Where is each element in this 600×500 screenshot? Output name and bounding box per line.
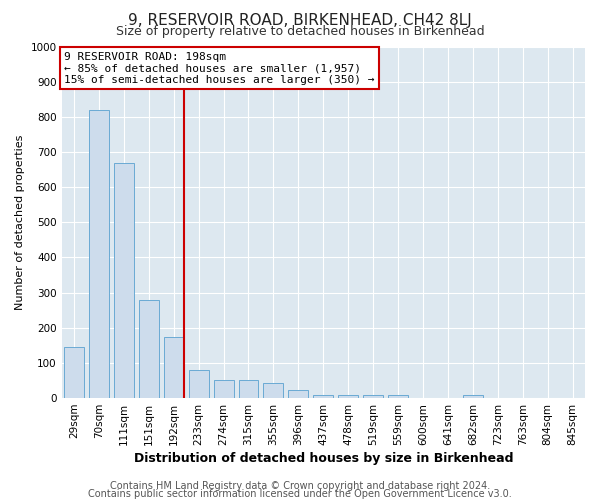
Bar [214,380,233,398]
Bar [239,380,259,398]
Bar [289,390,308,398]
Text: Size of property relative to detached houses in Birkenhead: Size of property relative to detached ho… [116,25,484,38]
Bar [388,396,408,398]
Bar [463,394,483,398]
Bar [338,394,358,398]
Bar [313,394,333,398]
Bar [164,336,184,398]
Text: Contains public sector information licensed under the Open Government Licence v3: Contains public sector information licen… [88,489,512,499]
Text: 9, RESERVOIR ROAD, BIRKENHEAD, CH42 8LJ: 9, RESERVOIR ROAD, BIRKENHEAD, CH42 8LJ [128,12,472,28]
Bar [139,300,159,398]
Bar [114,162,134,398]
X-axis label: Distribution of detached houses by size in Birkenhead: Distribution of detached houses by size … [134,452,513,465]
Bar [263,384,283,398]
Text: Contains HM Land Registry data © Crown copyright and database right 2024.: Contains HM Land Registry data © Crown c… [110,481,490,491]
Bar [363,396,383,398]
Bar [188,370,209,398]
Text: 9 RESERVOIR ROAD: 198sqm
← 85% of detached houses are smaller (1,957)
15% of sem: 9 RESERVOIR ROAD: 198sqm ← 85% of detach… [64,52,374,85]
Bar [64,347,84,398]
Y-axis label: Number of detached properties: Number of detached properties [15,134,25,310]
Bar [89,110,109,398]
